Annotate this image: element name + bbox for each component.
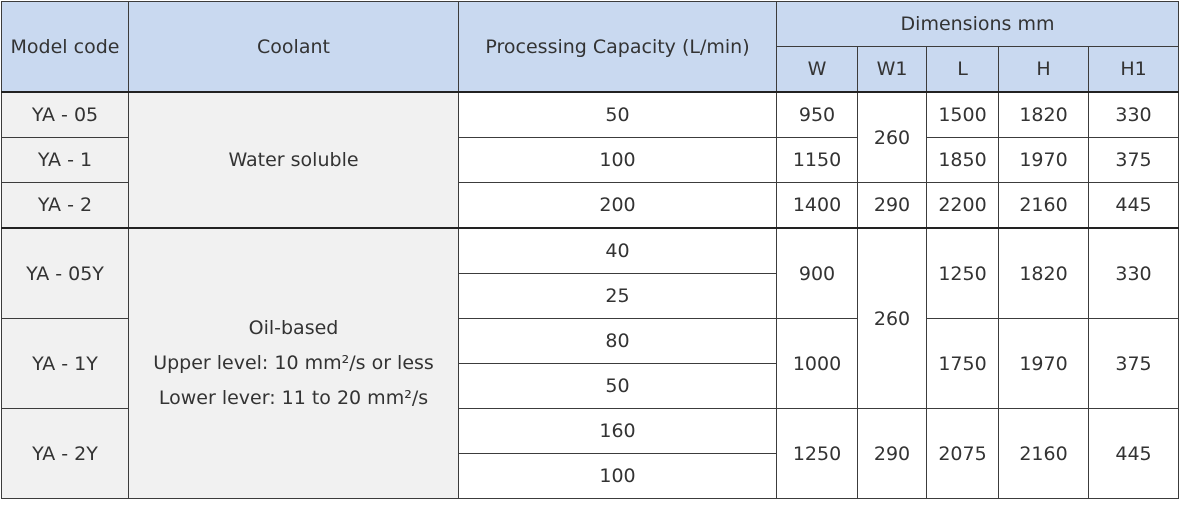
coolant-cell: Oil-based Upper level: 10 mm²/s or less … (128, 227, 459, 499)
l-cell: 2075 (926, 408, 999, 499)
header-h1: H1 (1087, 46, 1179, 93)
w1-cell: 260 (857, 91, 927, 183)
l-cell: 1750 (926, 318, 999, 409)
l-cell: 1250 (926, 227, 999, 319)
l-cell: 2200 (926, 182, 999, 229)
w-cell: 1000 (776, 318, 858, 409)
model-code-cell: YA - 2 (1, 182, 129, 229)
coolant-upper-level: Upper level: 10 mm²/s or less (153, 352, 434, 374)
l-cell: 1500 (926, 91, 999, 138)
capacity-cell: 50 (458, 363, 777, 409)
capacity-cell: 200 (458, 182, 777, 229)
model-code-cell: YA - 05Y (1, 227, 129, 319)
h-cell: 1820 (998, 91, 1089, 138)
h-cell: 2160 (998, 182, 1089, 229)
h1-cell: 375 (1087, 318, 1179, 409)
capacity-cell: 80 (458, 318, 777, 364)
header-row-top: Model code Coolant Processing Capacity (… (1, 1, 1179, 93)
table-row: 100 (2, 453, 1179, 499)
coolant-lower-level: Lower lever: 11 to 20 mm²/s (158, 387, 429, 409)
h1-cell: 330 (1087, 91, 1179, 138)
h1-cell: 375 (1087, 137, 1179, 183)
table-row: YA - 2 200 1400 290 2200 2160 445 (1, 182, 1179, 229)
h-cell: 1970 (998, 318, 1089, 409)
header-dimensions: Dimensions mm (775, 1, 1179, 47)
h1-cell: 445 (1087, 182, 1179, 229)
l-cell: 1850 (926, 137, 999, 183)
table-row: 50 (2, 363, 1179, 409)
header-model-code: Model code (1, 1, 129, 93)
capacity-cell: 40 (458, 227, 777, 274)
coolant-type-label: Oil-based (248, 317, 339, 339)
h-cell: 2160 (998, 408, 1089, 499)
table-row: YA - 05Y Oil-based Upper level: 10 mm²/s… (1, 227, 1179, 499)
model-code-cell: YA - 05 (1, 91, 129, 138)
table-row: YA - 05 Water soluble 50 950 260 1500 18… (1, 91, 1179, 229)
model-code-cell: YA - 1Y (1, 318, 129, 409)
w1-cell: 290 (857, 408, 927, 499)
header-coolant: Coolant (128, 1, 459, 93)
header-w1: W1 (857, 46, 927, 93)
header-row-dimensions: W W1 L H H1 (2, 46, 1179, 93)
table-row: 25 (2, 273, 1179, 319)
capacity-cell: 100 (458, 453, 777, 499)
h1-cell: 445 (1087, 408, 1179, 499)
header-l: L (926, 46, 999, 93)
w-cell: 1400 (776, 182, 858, 229)
table-row: YA - 2Y 160 1250 290 2075 2160 445 (1, 408, 1179, 499)
model-code-cell: YA - 2Y (1, 408, 129, 499)
header-h: H (998, 46, 1089, 93)
w-cell: 900 (776, 227, 858, 319)
capacity-cell: 50 (458, 91, 777, 138)
w1-cell: 290 (857, 182, 927, 229)
h-cell: 1820 (998, 227, 1089, 319)
table-row: YA - 1 100 1150 1850 1970 375 (1, 137, 1179, 183)
w1-cell: 260 (857, 227, 927, 409)
h-cell: 1970 (998, 137, 1089, 183)
w-cell: 950 (776, 91, 858, 138)
capacity-cell: 25 (458, 273, 777, 319)
w-cell: 1250 (776, 408, 858, 499)
header-w: W (776, 46, 858, 93)
capacity-cell: 160 (458, 408, 777, 454)
coolant-cell: Water soluble (128, 91, 459, 229)
h1-cell: 330 (1087, 227, 1179, 319)
model-code-cell: YA - 1 (1, 137, 129, 183)
capacity-cell: 100 (458, 137, 777, 183)
header-processing-capacity: Processing Capacity (L/min) (458, 1, 777, 93)
w-cell: 1150 (776, 137, 858, 183)
